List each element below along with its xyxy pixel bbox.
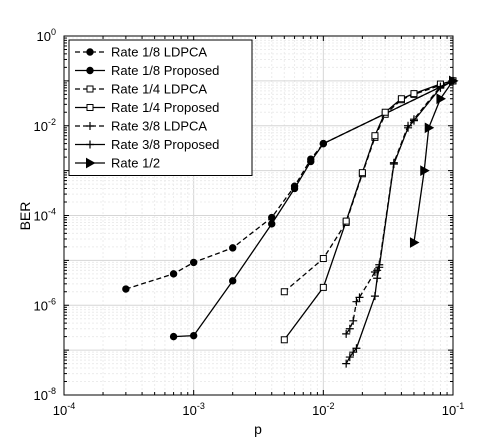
legend-label: Rate 1/8 LDPCA: [111, 45, 207, 60]
data-point: [189, 258, 198, 267]
data-point: [319, 283, 327, 291]
data-point: [409, 116, 418, 125]
data-point: [397, 95, 405, 103]
legend-marker: [86, 122, 94, 130]
data-point: [169, 270, 178, 278]
data-point: [373, 274, 382, 283]
plot-series: [122, 75, 459, 368]
y-tick-label: 10-2: [34, 117, 56, 134]
data-point: [375, 263, 384, 272]
legend-entry: Rate 3/8 LDPCA: [75, 119, 207, 134]
legend-entry: Rate 1/8 Proposed: [75, 63, 219, 78]
series-line: [283, 80, 454, 341]
legend-label: Rate 3/8 LDPCA: [111, 119, 207, 134]
data-point: [342, 217, 350, 225]
data-point: [229, 244, 237, 252]
data-point: [349, 316, 358, 325]
legend-entry: Rate 1/4 LDPCA: [75, 82, 207, 97]
data-point: [290, 184, 299, 193]
axis-ticks: 10-4 10-3 10-2 10-1 10-8 10-6 10-4 10-2 100: [34, 27, 465, 418]
data-point: [424, 122, 435, 134]
data-point: [410, 90, 418, 98]
data-point: [342, 359, 351, 368]
data-point: [345, 353, 354, 362]
x-tick-label: 10-1: [442, 401, 464, 418]
data-point: [371, 132, 379, 140]
data-point: [358, 169, 366, 177]
data-point: [169, 332, 178, 341]
legend-label: Rate 1/4 LDPCA: [111, 82, 207, 97]
legend-entry: Rate 1/8 LDPCA: [75, 45, 207, 60]
data-point: [404, 123, 413, 132]
legend-label: Rate 1/8 Proposed: [111, 63, 219, 78]
data-point: [345, 324, 354, 333]
data-point: [342, 329, 351, 338]
data-point: [352, 344, 361, 353]
legend-entry: Rate 3/8 Proposed: [75, 137, 219, 152]
data-point: [352, 297, 361, 306]
legend-marker: [86, 66, 94, 75]
data-point: [409, 237, 420, 248]
legend-marker: [86, 157, 96, 169]
series-6: [342, 76, 457, 368]
legend-label: Rate 3/8 Proposed: [111, 137, 219, 152]
data-point: [389, 160, 398, 169]
data-point: [436, 93, 446, 105]
x-tick-label: 10-3: [182, 401, 204, 418]
data-point: [268, 220, 276, 228]
data-point: [189, 331, 198, 340]
legend-marker: [86, 140, 94, 149]
y-axis-label: BER: [17, 202, 33, 231]
legend-marker: [86, 85, 94, 93]
legend-marker: [86, 48, 94, 56]
x-tick-label: 10-4: [53, 401, 75, 418]
data-point: [381, 108, 389, 116]
data-point: [319, 255, 327, 263]
data-point: [280, 336, 288, 344]
y-tick-label: 10-8: [34, 386, 56, 403]
legend-label: Rate 1/2: [111, 156, 160, 171]
data-point: [420, 165, 430, 176]
legend-marker: [86, 104, 94, 111]
data-point: [307, 157, 315, 166]
y-tick-label: 10-4: [34, 207, 56, 224]
x-tick-label: 10-2: [312, 401, 334, 418]
data-point: [370, 292, 379, 301]
legend-label: Rate 1/4 Proposed: [111, 100, 219, 115]
data-point: [319, 139, 328, 148]
series-2: [169, 77, 457, 341]
data-point: [355, 293, 364, 302]
legend: Rate 1/8 LDPCA Rate 1/8 Proposed Rate 1/4 …: [68, 39, 253, 176]
y-tick-label: 100: [37, 27, 56, 44]
data-point: [436, 83, 445, 92]
y-tick-label: 10-6: [34, 296, 56, 313]
data-point: [229, 277, 237, 285]
series-line: [283, 80, 454, 293]
data-point: [280, 288, 288, 296]
data-point: [122, 285, 130, 293]
legend-entry: Rate 1/4 Proposed: [75, 100, 219, 115]
legend-entry: Rate 1/2: [75, 156, 160, 171]
x-axis-label: p: [254, 421, 262, 437]
